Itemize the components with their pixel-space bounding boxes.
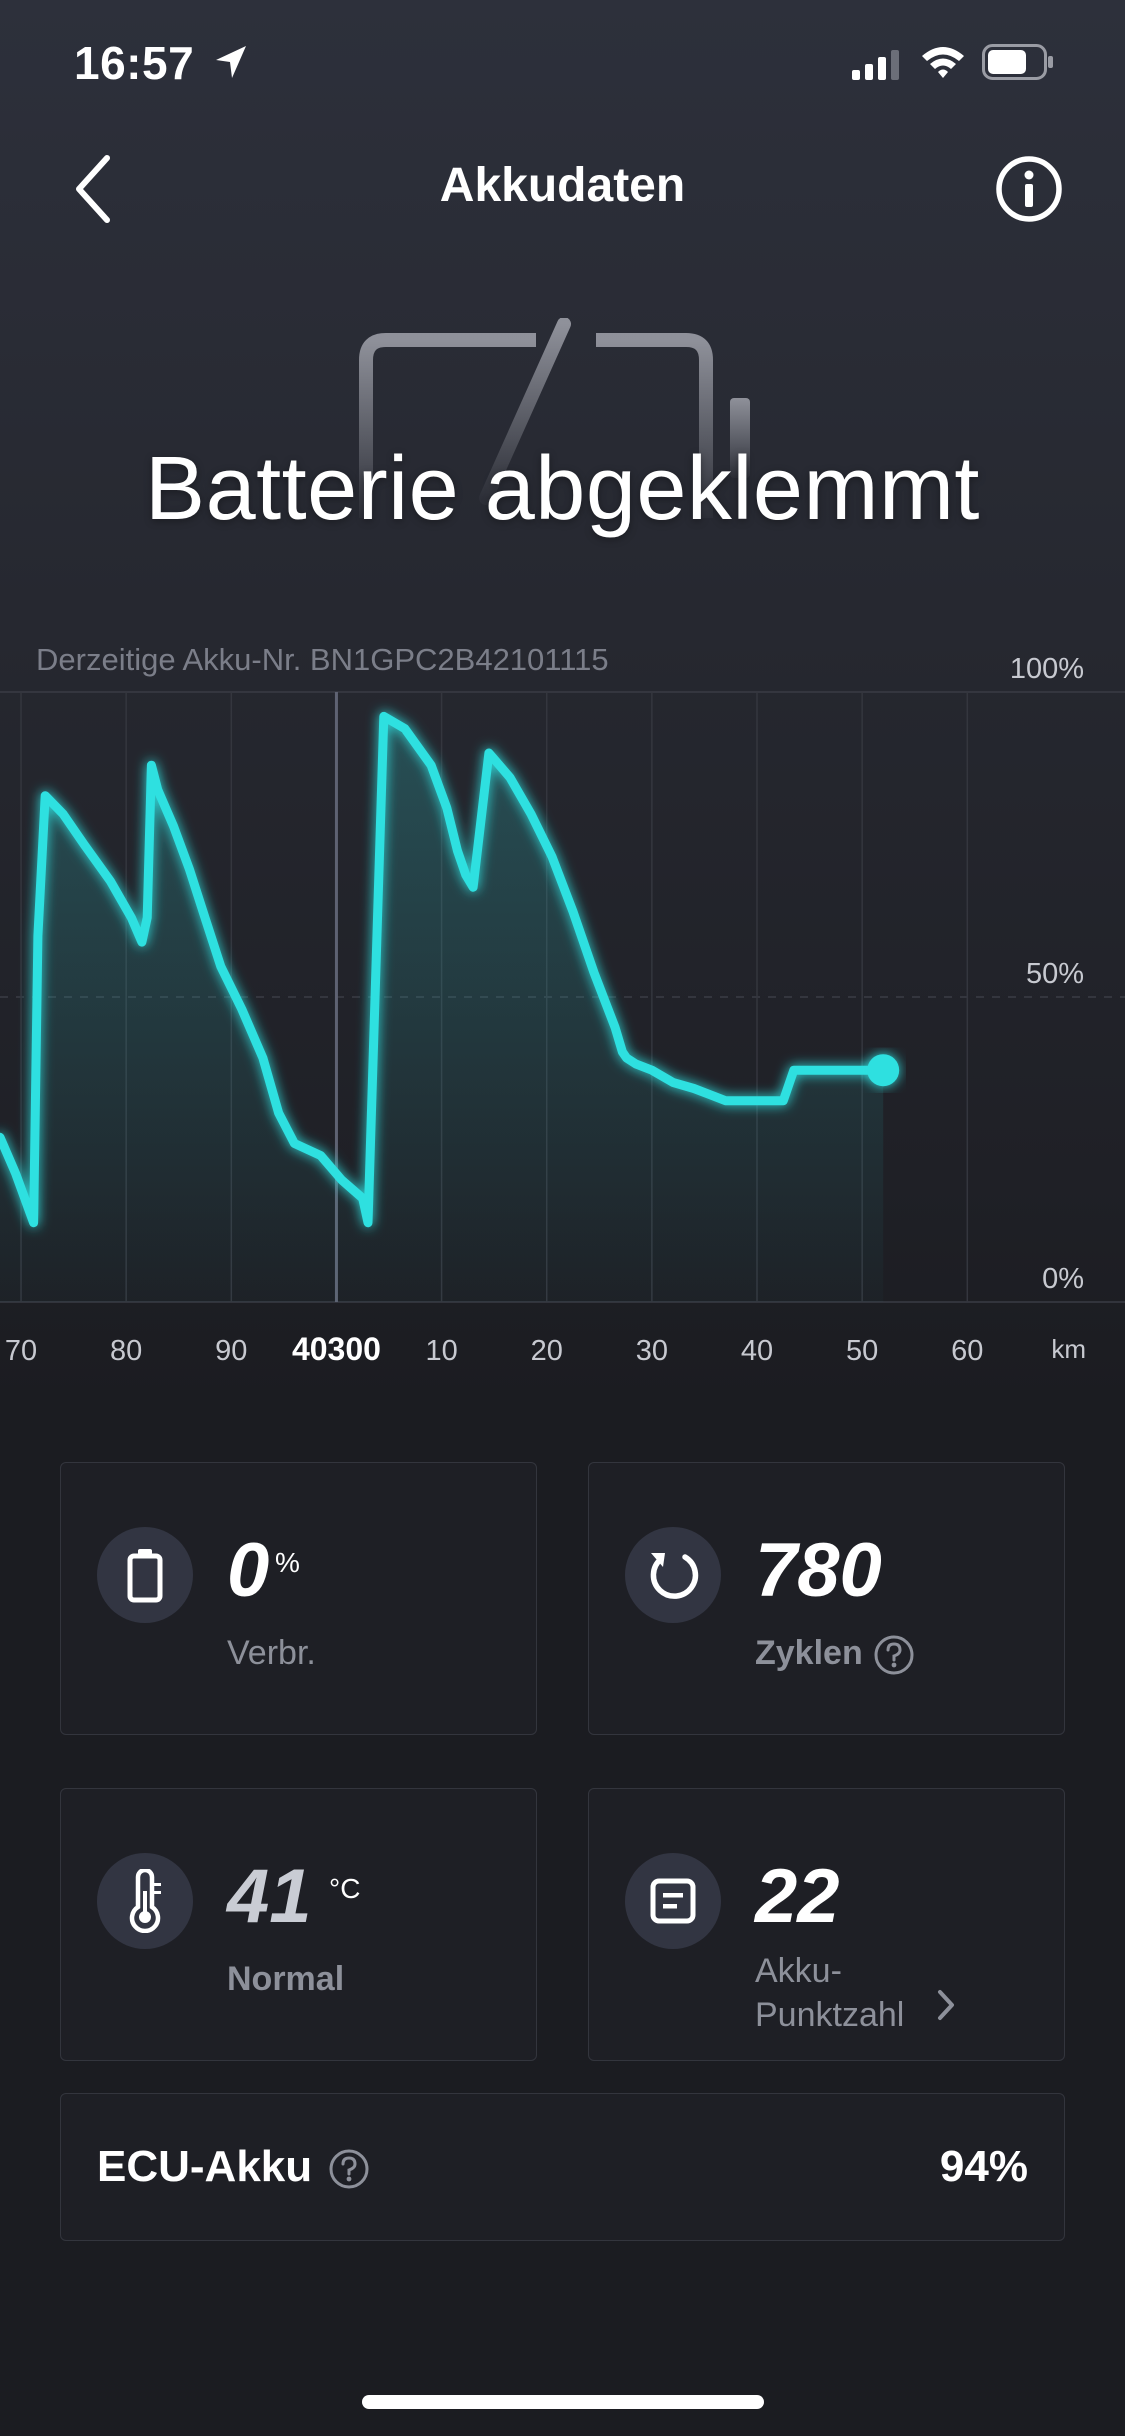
chart-x-label: 40300 [292,1331,381,1367]
info-circle-icon [996,156,1062,222]
chevron-right-icon [938,1990,954,2020]
battery-number-label: Derzeitige Akku-Nr. BN1GPC2B42101115 [36,642,609,677]
back-button[interactable] [48,144,138,234]
battery-score-label-line1: Akku- [755,1952,842,1990]
battery-level-chart[interactable]: 100% 50% 0% 70 80 90 40300 10 20 30 40 50 60 km [0,630,1125,1370]
ecu-battery-value: 94% [939,2142,1028,2191]
chart-series-line [0,711,888,1228]
ecu-battery-label-row: ECU-Akku [97,2142,370,2192]
battery-icon [982,44,1053,80]
chart-x-unit: km [1051,1334,1086,1364]
cycles-label: Zyklen [755,1634,863,1672]
thermometer-icon [97,1853,193,1949]
temperature-card: 41 °C Normal [60,1788,537,2061]
refresh-icon [625,1527,721,1623]
consumption-card: 0 % Verbr. [60,1462,537,1735]
chart-x-label: 50 [846,1335,878,1367]
battery-score-value: 22 [755,1854,840,1939]
chart-y-label: 100% [1010,653,1084,685]
document-icon [625,1853,721,1949]
temperature-unit: °C [329,1873,361,1904]
battery-score-label-line2: Punktzahl [755,1996,905,2035]
consumption-label: Verbr. [227,1634,316,1672]
location-arrow-icon [216,46,246,78]
consumption-unit: % [275,1547,300,1578]
status-time: 16:57 [74,37,195,89]
chart-x-label: 70 [5,1335,37,1367]
battery-score-card[interactable]: 22 Akku- Punktzahl [588,1788,1065,2061]
consumption-value: 0 [227,1528,270,1613]
battery-disconnected-icon [359,318,750,518]
ecu-battery-label: ECU-Akku [97,2142,313,2191]
chart-x-label: 40 [741,1335,773,1367]
ecu-battery-card: ECU-Akku 94% [60,2093,1065,2241]
chart-area [0,716,884,1302]
cycles-card: 780 Zyklen [588,1462,1065,1735]
chart-y-label: 0% [1042,1263,1084,1295]
chart-x-label: 90 [215,1335,247,1367]
chart-x-label: 80 [110,1335,142,1367]
cycles-value: 780 [755,1528,882,1613]
battery-status-text: Batterie abgeklemmt [145,439,980,539]
chart-x-label: 60 [951,1335,983,1367]
info-button[interactable] [984,144,1074,234]
chart-y-label: 50% [1026,958,1084,990]
chart-current-point [867,1054,900,1087]
question-circle-icon[interactable] [873,1634,915,1676]
cellular-signal-icon [852,50,899,80]
temperature-value: 41 [227,1854,312,1939]
cycles-label-row: Zyklen [755,1631,915,1676]
chart-x-label: 10 [425,1335,457,1367]
battery-outline-icon [97,1527,193,1623]
battery-score-label: Akku- Punktzahl [755,1949,904,2037]
wifi-icon [922,47,964,78]
chart-x-label: 30 [636,1335,668,1367]
home-indicator[interactable] [362,2395,764,2409]
question-circle-icon[interactable] [328,2148,370,2190]
chart-x-label: 20 [531,1335,563,1367]
page-title: Akkudaten [439,159,686,212]
chevron-left-icon [76,155,110,223]
temperature-status: Normal [227,1960,345,1998]
